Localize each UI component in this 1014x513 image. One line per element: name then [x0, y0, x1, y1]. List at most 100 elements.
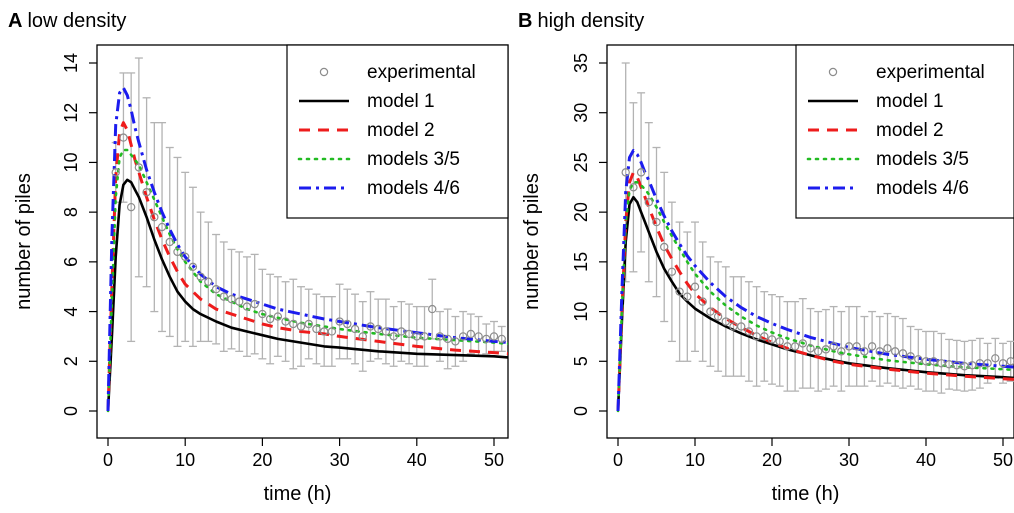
- panel-b-experimental-point: [875, 347, 885, 356]
- panel-a-experimental-point: [165, 237, 174, 247]
- panel-b-x-tick-label: 10: [685, 450, 705, 470]
- panel-a-legend-label: experimental: [367, 62, 476, 83]
- panel-b-legend-label: experimental: [876, 62, 985, 83]
- panel-a-x-tick-label: 10: [175, 450, 195, 470]
- panel-b-plot-area: [616, 62, 1014, 413]
- panel-a-experimental-point: [358, 332, 367, 341]
- panel-b-experimental-point: [798, 339, 808, 348]
- panel-a-y-tick-label: 2: [61, 356, 81, 366]
- panel-b-experimental-point: [852, 342, 861, 351]
- panel-a-experimental-point: [250, 299, 259, 309]
- panel-b-experimental-point: [737, 322, 746, 331]
- panel-a-experimental-point: [443, 334, 452, 344]
- panel-a-experimental-point: [458, 332, 468, 341]
- panel-a-x-tick-label: 30: [330, 450, 350, 470]
- panel-a-experimental-point: [204, 277, 213, 286]
- panel-a-experimental-point: [258, 309, 267, 319]
- panel-a-experimental-point: [374, 324, 383, 334]
- panel-b-legend-symbol-experimental: [828, 67, 838, 77]
- panel-b-experimental-point: [814, 347, 823, 356]
- panel-a-y-tick-label: 12: [61, 103, 81, 123]
- panel-a-experimental-point: [211, 285, 221, 294]
- panel-a-experimental-point: [219, 292, 228, 301]
- panel-a-series-model-1: [106, 178, 508, 412]
- panel-b-experimental-point: [891, 347, 900, 356]
- panel-b-x-tick-label: 30: [839, 450, 859, 470]
- panel-b-y-tick-label: 30: [571, 103, 591, 123]
- panel-a-experimental-point: [381, 327, 391, 336]
- panel-b-legend-label: model 2: [876, 120, 944, 141]
- panel-b-experimental-point: [914, 355, 923, 364]
- panel-b-experimental-point: [744, 327, 754, 336]
- panel-a-series-models-4-6: [106, 86, 508, 412]
- panel-a-experimental-point: [180, 252, 190, 262]
- panel-a-experimental-point: [196, 272, 205, 281]
- panel-b-y-tick-label: 25: [571, 152, 591, 172]
- panel-a-experimental-point: [142, 188, 151, 197]
- panel-a-series-model-2: [106, 121, 508, 412]
- panel-a-experimental-point: [111, 168, 120, 177]
- panel-b-series-models-3-5: [616, 181, 1014, 413]
- panel-a-experimental-point: [404, 329, 414, 339]
- panel-b-experimental-point: [690, 282, 700, 291]
- panel-b-experimental-point: [675, 287, 684, 296]
- panel-a-y-tick-label: 14: [61, 53, 81, 73]
- panel-a-experimental-point: [312, 324, 321, 334]
- panel-b-legend-label: models 4/6: [876, 178, 969, 199]
- panel-b-experimental-point: [775, 337, 784, 346]
- panel-a-experimental-point: [296, 322, 306, 331]
- panel-b-experimental-point: [767, 335, 777, 344]
- panel-a-y-tick-label: 8: [61, 207, 81, 217]
- panel-b-experimental-point: [821, 345, 831, 354]
- panel-b-x-tick-label: 50: [993, 450, 1013, 470]
- panel-a-experimental-point: [126, 202, 136, 212]
- panel-b-y-tick-label: 35: [571, 53, 591, 73]
- panel-b-x-tick-label: 20: [762, 450, 782, 470]
- panel-b-experimental-point: [998, 359, 1008, 368]
- panel-a-x-tick-label: 0: [103, 450, 113, 470]
- panel-a-legend-symbol-experimental: [319, 67, 329, 77]
- chart-panel-a: 0 10 20 30 40 50 0 2 4 6 8 10 12 14 time (h) number of …: [13, 44, 509, 505]
- panel-a-series-models-3-5: [106, 148, 508, 413]
- panel-a-experimental-point: [366, 322, 375, 331]
- panel-a-legend-label: model 2: [367, 120, 435, 141]
- panel-a-x-tick-label: 20: [252, 450, 272, 470]
- panel-b-legend: experimental model 1 model 2 models 3/5 mode…: [795, 44, 1014, 219]
- panel-a-experimental-point: [489, 332, 499, 341]
- panel-b-experimental-point: [837, 347, 846, 356]
- panel-a-experimental-point: [265, 314, 275, 324]
- panel-a-y-tick-label: 0: [61, 406, 81, 416]
- panel-a-experimental-point: [497, 334, 506, 344]
- panel-b-y-tick-label: 0: [571, 406, 591, 416]
- panel-b-experimental-point: [929, 357, 938, 366]
- panel-b-series-models-4-6: [616, 149, 1014, 412]
- panel-b-title-text: high density: [537, 10, 644, 32]
- panel-b-experimental-point: [636, 168, 646, 177]
- panel-a-legend-label: model 1: [367, 91, 435, 112]
- panel-b-experimental-point: [898, 349, 908, 358]
- panel-b-experimental-point: [906, 352, 915, 361]
- panel-a-experimental-point: [474, 332, 483, 341]
- panel-a-experimental-point: [389, 332, 398, 341]
- panel-b-experimental-point: [721, 317, 731, 326]
- panel-b-experimental-point: [644, 197, 654, 207]
- panel-a-experimental-point: [134, 163, 144, 172]
- panel-a-experimental-point: [327, 327, 337, 336]
- panel-a-legend: experimental model 1 model 2 models 3/5 mode…: [286, 44, 509, 219]
- panel-b-experimental-point: [1006, 357, 1014, 366]
- panel-a-experimental-point: [304, 319, 313, 329]
- panel-b-series-model-2: [616, 170, 1014, 412]
- panel-a-x-tick-label: 50: [484, 450, 504, 470]
- panel-b-x-axis-title: time (h): [772, 483, 840, 505]
- panel-b-x-tick-label: 40: [916, 450, 936, 470]
- panel-b-experimental-point: [860, 347, 869, 356]
- panel-b-letter: B: [518, 10, 532, 32]
- panel-a-experimental-point: [435, 332, 445, 341]
- panel-b-experimental-point: [937, 359, 946, 368]
- panel-a-experimental-point: [428, 304, 437, 314]
- panel-b-experimental-point: [713, 312, 723, 321]
- panel-b-experimental-point: [629, 183, 638, 192]
- panel-a-y-tick-label: 6: [61, 257, 81, 267]
